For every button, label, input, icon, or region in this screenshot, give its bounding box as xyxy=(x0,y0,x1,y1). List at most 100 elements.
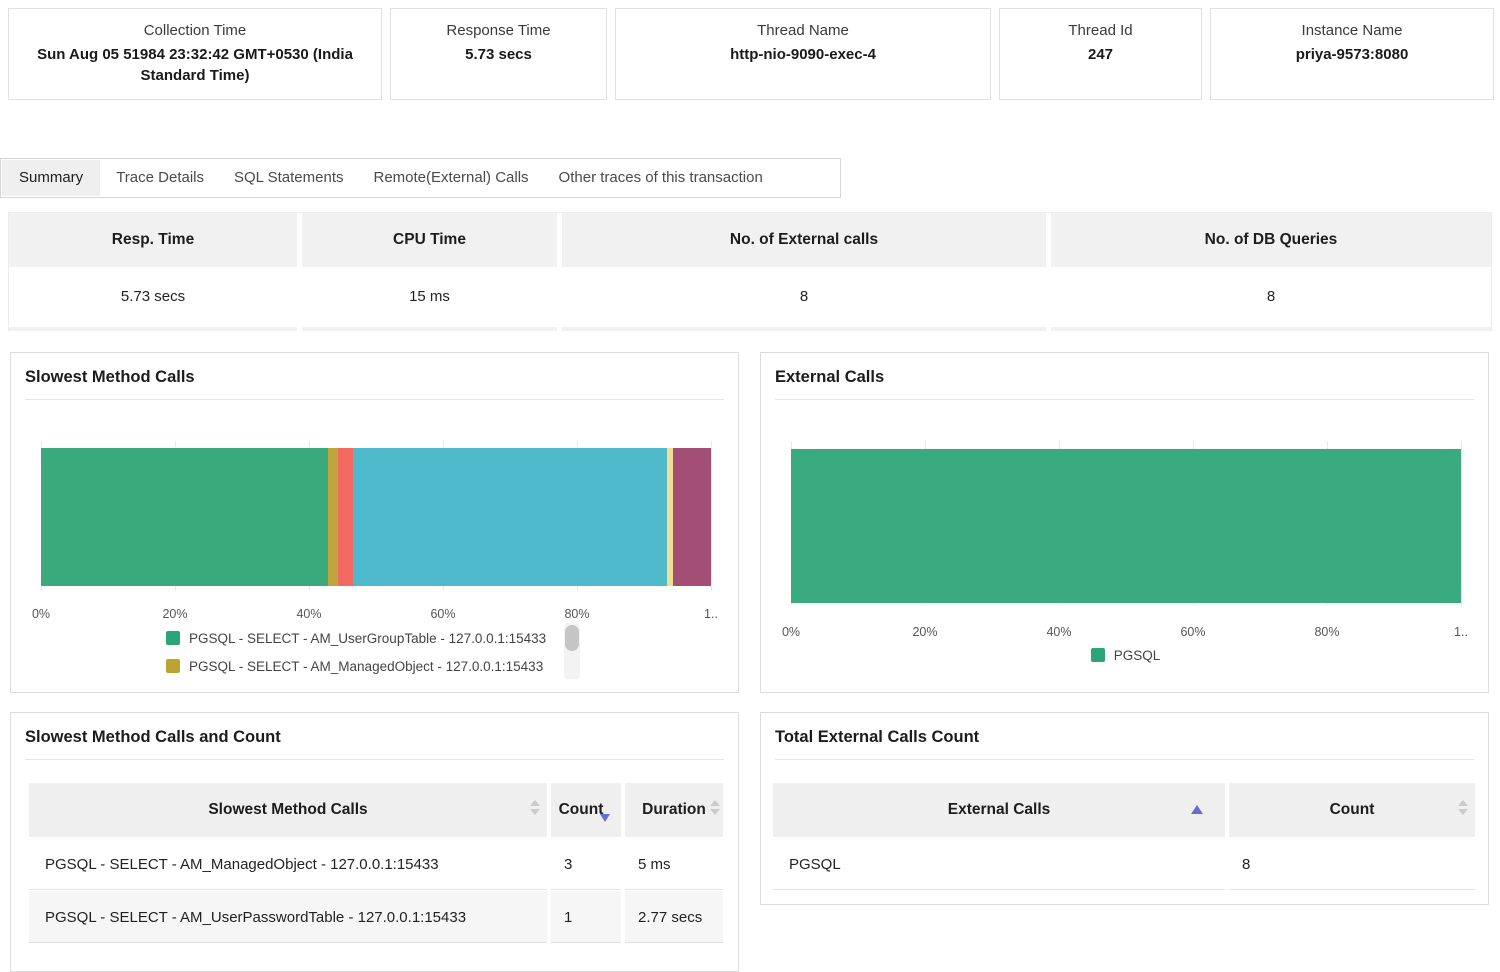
x-tick-label: 80% xyxy=(1314,625,1340,639)
bar-segment[interactable] xyxy=(672,448,711,586)
column-header-slowest-method-calls[interactable]: Slowest Method Calls xyxy=(29,783,547,837)
gridline xyxy=(1461,441,1462,605)
bar-segment[interactable] xyxy=(791,449,1461,603)
tab-bar: Summary Trace Details SQL Statements Rem… xyxy=(0,158,841,198)
slowest-method-calls-chart-panel: Slowest Method Calls 0% 20% 40% 60% 80% 1.. P… xyxy=(10,352,739,693)
legend-swatch-icon xyxy=(166,631,180,645)
sort-icon[interactable] xyxy=(1458,800,1468,815)
legend-scrollbar[interactable] xyxy=(564,623,580,679)
legend-label: PGSQL - SELECT - AM_UserGroupTable - 127… xyxy=(189,630,547,646)
legend: PGSQL - SELECT - AM_UserGroupTable - 127… xyxy=(166,624,566,680)
tab-sql-statements[interactable]: SQL Statements xyxy=(234,169,344,186)
column-header-label: Slowest Method Calls xyxy=(208,801,368,818)
count-cell: 8 xyxy=(1229,837,1475,890)
summary-value: 8 xyxy=(1051,267,1491,327)
x-tick-label: 40% xyxy=(1046,625,1072,639)
x-tick-label: 20% xyxy=(912,625,938,639)
total-external-calls-table-panel: Total External Calls Count External Call… xyxy=(760,712,1489,905)
x-tick-label: 0% xyxy=(781,625,801,639)
sort-asc-icon[interactable] xyxy=(1191,805,1203,814)
card-collection-time: Collection Time Sun Aug 05 51984 23:32:4… xyxy=(8,8,382,100)
bar-segment[interactable] xyxy=(337,448,353,586)
x-tick-label: 1.. xyxy=(1454,625,1468,639)
summary-col-header: Resp. Time xyxy=(9,213,297,267)
summary-value: 15 ms xyxy=(302,267,557,327)
column-header-label: Duration xyxy=(642,801,706,818)
legend-label: PGSQL xyxy=(1113,647,1161,663)
column-header-label: Count xyxy=(1329,801,1375,818)
external-calls-table: External Calls Count PGSQL 8 xyxy=(773,783,1475,890)
column-header-external-calls[interactable]: External Calls xyxy=(773,783,1225,837)
x-tick-label: 60% xyxy=(1180,625,1206,639)
bar-segment[interactable] xyxy=(327,448,338,586)
external-call-cell: PGSQL xyxy=(773,837,1225,890)
summary-metrics-table: Resp. Time CPU Time No. of External call… xyxy=(8,212,1492,331)
x-tick-label: 80% xyxy=(564,607,590,621)
stacked-bar xyxy=(41,448,711,586)
summary-value: 8 xyxy=(562,267,1046,327)
summary-col-header: No. of External calls xyxy=(562,213,1046,267)
tab-trace-details[interactable]: Trace Details xyxy=(116,169,204,186)
card-label: Thread Name xyxy=(757,22,849,39)
summary-divider xyxy=(562,327,1046,331)
column-header-count[interactable]: Count xyxy=(1229,783,1475,837)
column-header-duration[interactable]: Duration xyxy=(625,783,723,837)
panel-title: Total External Calls Count xyxy=(775,713,1474,760)
tab-summary[interactable]: Summary xyxy=(2,160,101,196)
plot-area xyxy=(41,441,712,591)
legend-swatch-icon xyxy=(1090,648,1105,662)
scrollbar-thumb-icon[interactable] xyxy=(565,625,579,651)
panel-title: External Calls xyxy=(775,353,1474,400)
summary-col-header: No. of DB Queries xyxy=(1051,213,1491,267)
card-instance-name: Instance Name priya-9573:8080 xyxy=(1210,8,1494,100)
column-header-label: External Calls xyxy=(947,801,1051,818)
stacked-bar xyxy=(791,449,1461,603)
gridline xyxy=(711,441,712,591)
sort-desc-icon[interactable] xyxy=(600,814,611,822)
tab-remote-external-calls[interactable]: Remote(External) Calls xyxy=(373,169,529,186)
card-value: http-nio-9090-exec-4 xyxy=(730,46,876,63)
card-value: Sun Aug 05 51984 23:32:42 GMT+0530 (Indi… xyxy=(37,46,353,84)
card-thread-name: Thread Name http-nio-9090-exec-4 xyxy=(615,8,991,100)
card-thread-id: Thread Id 247 xyxy=(999,8,1202,100)
column-header-label: Count xyxy=(558,801,604,818)
column-header-count[interactable]: Count xyxy=(551,783,621,837)
method-cell: PGSQL - SELECT - AM_UserPasswordTable - … xyxy=(29,890,547,943)
card-value: 5.73 secs xyxy=(465,46,532,63)
card-label: Instance Name xyxy=(1301,22,1403,39)
x-tick-label: 1.. xyxy=(704,607,718,621)
bar-segment[interactable] xyxy=(352,448,668,586)
plot-area xyxy=(791,441,1462,605)
panel-title: Slowest Method Calls and Count xyxy=(25,713,724,760)
x-tick-label: 20% xyxy=(162,607,188,621)
x-axis: 0% 20% 40% 60% 80% 1.. xyxy=(32,607,718,627)
slowest-method-calls-table-panel: Slowest Method Calls and Count Slowest M… xyxy=(10,712,739,972)
legend-label: PGSQL - SELECT - AM_ManagedObject - 127.… xyxy=(189,658,544,674)
sort-icon[interactable] xyxy=(530,800,540,815)
summary-divider xyxy=(9,327,297,331)
duration-cell: 5 ms xyxy=(625,837,723,890)
duration-cell: 2.77 secs xyxy=(625,890,723,943)
count-cell: 1 xyxy=(551,890,621,943)
card-response-time: Response Time 5.73 secs xyxy=(390,8,607,100)
info-cards-row: Collection Time Sun Aug 05 51984 23:32:4… xyxy=(8,8,1494,100)
x-tick-label: 60% xyxy=(430,607,456,621)
tab-other-traces[interactable]: Other traces of this transaction xyxy=(558,169,763,186)
x-axis: 0% 20% 40% 60% 80% 1.. xyxy=(782,625,1468,645)
legend-item[interactable]: PGSQL xyxy=(1090,641,1161,669)
summary-divider xyxy=(302,327,557,331)
legend-item[interactable]: PGSQL - SELECT - AM_UserGroupTable - 127… xyxy=(166,624,566,652)
x-tick-label: 40% xyxy=(296,607,322,621)
legend: PGSQL xyxy=(761,641,1490,669)
card-value: 247 xyxy=(1087,46,1114,63)
bar-segment[interactable] xyxy=(41,448,328,586)
card-label: Collection Time xyxy=(143,22,247,39)
summary-col-header: CPU Time xyxy=(302,213,557,267)
legend-item[interactable]: PGSQL - SELECT - AM_ManagedObject - 127.… xyxy=(166,652,566,680)
sort-icon[interactable] xyxy=(710,800,720,815)
card-label: Thread Id xyxy=(1068,22,1133,39)
summary-divider xyxy=(1051,327,1491,331)
panel-title: Slowest Method Calls xyxy=(25,353,724,400)
bar-segment[interactable] xyxy=(667,448,673,586)
card-value: priya-9573:8080 xyxy=(1295,46,1409,63)
